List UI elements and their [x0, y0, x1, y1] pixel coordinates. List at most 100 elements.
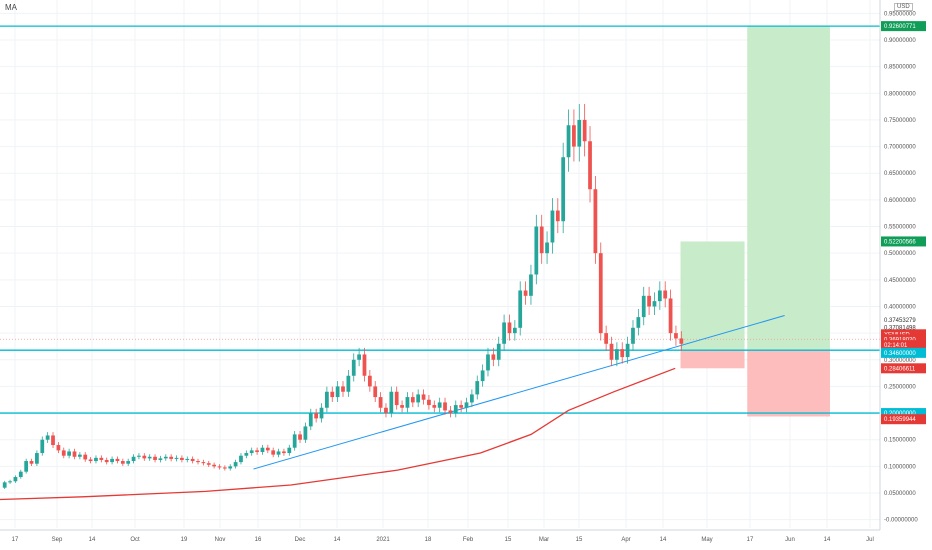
candle-body: [303, 426, 308, 440]
candle-body: [534, 226, 539, 275]
price-tag-bg: [881, 414, 926, 425]
x-tick-label: 17: [12, 537, 19, 543]
y-tick-label: 0.80000000: [884, 91, 916, 97]
candle-body: [249, 450, 254, 454]
candle-body: [255, 450, 259, 452]
price-tag-label: 0.20000000: [884, 411, 916, 417]
candle-body: [625, 343, 630, 358]
candle-body: [18, 471, 23, 478]
candle-body: [652, 301, 657, 307]
candle-body: [480, 370, 485, 382]
candle-body: [400, 405, 404, 408]
candle-body: [641, 295, 646, 318]
y-tick-label: 0.40000000: [884, 304, 916, 310]
candle-body: [378, 397, 383, 408]
candle-body: [384, 407, 388, 414]
y-tick-label: 0.10000000: [884, 464, 916, 470]
candle-body: [201, 462, 206, 464]
candle-body: [443, 402, 447, 411]
horizontal-levels: [0, 25, 880, 414]
candle-body: [620, 349, 625, 358]
x-tick-label: Jun: [785, 537, 795, 543]
candle-body: [674, 333, 678, 339]
candle-body: [496, 343, 501, 360]
candle-body: [77, 454, 82, 457]
currency-label[interactable]: USD: [894, 3, 913, 11]
candle-body: [190, 458, 195, 462]
candle-body: [158, 458, 163, 460]
candle-body: [72, 451, 77, 457]
candle-body: [405, 397, 410, 408]
candle-body: [668, 298, 673, 334]
candle-body: [593, 189, 598, 254]
price-axis: -0.00000000 0.05000000 0.10000000 0.1500000…: [879, 0, 932, 550]
x-tick-label: 19: [181, 537, 188, 543]
x-tick-label: 15: [505, 537, 512, 543]
price-tag-bg: [881, 315, 926, 326]
candle-body: [389, 391, 394, 414]
candle-body: [287, 447, 292, 454]
candle-body: [475, 381, 480, 395]
candle-body: [169, 456, 174, 459]
y-tick-label: 0.25000000: [884, 384, 916, 390]
x-tick-label: 18: [425, 537, 432, 543]
y-tick-label: 0.95000000: [884, 11, 916, 17]
x-tick-label: Apr: [621, 537, 630, 543]
candle-body: [131, 456, 136, 462]
x-tick-label: 2021: [376, 537, 390, 543]
price-tags: 0.92600771 0.52200566 0.374532790.37081498…: [881, 21, 926, 425]
candle-body: [577, 119, 582, 147]
candle-body: [292, 434, 297, 448]
price-tag-bg: [881, 408, 926, 419]
candle-body: [29, 461, 34, 464]
candle-body: [51, 435, 55, 446]
candle-body: [609, 343, 614, 360]
candle-body: [464, 402, 469, 408]
price-tag-label: 0.37453279: [884, 318, 916, 324]
x-tick-label: Sep: [52, 537, 63, 543]
candle-body: [357, 354, 361, 360]
loss-zone-1: [680, 350, 745, 369]
candle-body: [518, 290, 523, 328]
candle-body: [523, 290, 528, 296]
candle-body: [40, 439, 45, 454]
candle-body: [367, 375, 372, 387]
candle-body: [330, 391, 335, 398]
candle-body: [346, 375, 351, 392]
price-tag-label: 0.37081498: [884, 325, 916, 331]
y-tick-label: 0.85000000: [884, 65, 916, 71]
position-zones: [680, 26, 830, 417]
candle-body: [394, 391, 399, 406]
candle-body: [416, 394, 421, 403]
y-tick-label: 0.45000000: [884, 278, 916, 284]
price-tag-label: 0.92600771: [884, 24, 916, 30]
candle-body: [491, 354, 496, 360]
candle-body: [657, 290, 662, 302]
indicator-label: MA: [5, 3, 17, 12]
candle-body: [362, 354, 367, 376]
candle-body: [529, 274, 533, 296]
y-tick-label: 0.75000000: [884, 118, 916, 124]
candle-body: [137, 455, 141, 457]
candle-body: [502, 322, 506, 344]
candle-body: [453, 405, 458, 414]
candle-body: [163, 456, 168, 459]
candle-body: [233, 462, 238, 467]
candle-body: [298, 434, 302, 440]
price-tag-label: 0.34600000: [884, 351, 916, 357]
candle-body: [561, 157, 566, 222]
candle-body: [276, 451, 281, 455]
candle-body: [588, 141, 592, 190]
x-tick-label: 16: [255, 537, 262, 543]
x-tick-label: Mar: [539, 537, 549, 543]
candle-body: [427, 399, 431, 406]
x-tick-label: 17: [747, 537, 754, 543]
candle-body: [67, 451, 72, 456]
y-tick-label: 0.65000000: [884, 171, 916, 177]
candle-body: [244, 453, 249, 456]
price-tag-label: 0.52200566: [884, 239, 916, 245]
candle-body: [470, 394, 474, 403]
price-axis-bg: [880, 0, 932, 550]
candle-body: [421, 394, 426, 400]
